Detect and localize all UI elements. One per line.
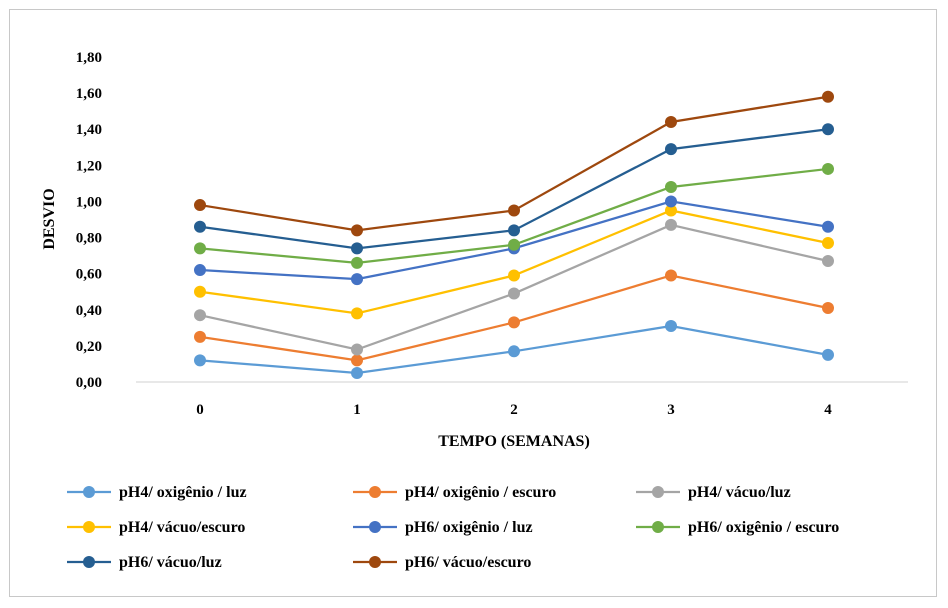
data-point xyxy=(822,236,834,249)
legend-dot-marker xyxy=(369,486,381,498)
data-point xyxy=(665,218,677,231)
legend: pH4/ oxigênio / luz pH4/ oxigênio / escur… xyxy=(67,484,839,571)
data-point xyxy=(351,354,363,367)
data-point xyxy=(665,269,677,282)
legend-item: pH4/ oxigênio / luz xyxy=(67,484,247,501)
legend-label: pH6/ oxigênio / luz xyxy=(405,519,533,536)
y-tick-label: 1,40 xyxy=(76,122,102,138)
legend-item: pH6/ vácuo/escuro xyxy=(353,554,531,571)
legend-label: pH4/ vácuo/escuro xyxy=(119,519,245,536)
data-point xyxy=(508,316,520,329)
data-point xyxy=(194,220,206,233)
x-axis-ticks: 0 1 2 3 4 xyxy=(196,402,832,418)
legend-item: pH6/ oxigênio / luz xyxy=(353,519,533,536)
legend-label: pH4/ vácuo/luz xyxy=(688,484,791,501)
x-tick-label: 0 xyxy=(196,402,204,418)
legend-label: pH4/ oxigênio / escuro xyxy=(405,484,556,501)
data-point xyxy=(194,309,206,322)
data-point xyxy=(822,220,834,233)
legend-dot-marker xyxy=(652,486,664,498)
y-tick-label: 0,80 xyxy=(76,231,102,247)
data-point xyxy=(822,162,834,175)
data-point xyxy=(508,224,520,237)
data-point xyxy=(822,123,834,136)
data-point xyxy=(822,348,834,361)
data-point xyxy=(194,354,206,367)
x-tick-label: 2 xyxy=(510,402,518,418)
legend-item: pH4/ oxigênio / escuro xyxy=(353,484,556,501)
legend-label: pH4/ oxigênio / luz xyxy=(119,484,247,501)
y-axis-title: DESVIO xyxy=(41,188,58,249)
y-tick-label: 1,60 xyxy=(76,86,102,102)
data-point xyxy=(351,256,363,269)
data-point xyxy=(194,242,206,255)
y-tick-label: 1,00 xyxy=(76,194,102,210)
data-point xyxy=(665,143,677,156)
data-point xyxy=(351,343,363,356)
data-point xyxy=(351,242,363,255)
data-point xyxy=(194,285,206,298)
legend-dot-marker xyxy=(369,521,381,533)
legend-dot-marker xyxy=(369,556,381,568)
data-point xyxy=(194,330,206,343)
legend-label: pH6/ vácuo/escuro xyxy=(405,554,531,571)
data-point xyxy=(665,195,677,208)
data-point xyxy=(351,224,363,237)
y-tick-label: 1,80 xyxy=(76,50,102,66)
legend-dot-marker xyxy=(652,521,664,533)
y-tick-label: 0,00 xyxy=(76,375,102,391)
legend-dot-marker xyxy=(83,486,95,498)
legend-label: pH6/ oxigênio / escuro xyxy=(688,519,839,536)
data-point xyxy=(351,273,363,286)
data-point xyxy=(665,320,677,333)
legend-item: pH6/ vácuo/luz xyxy=(67,554,222,571)
data-point xyxy=(508,287,520,300)
legend-item: pH6/ oxigênio / escuro xyxy=(636,519,839,536)
legend-dot-marker xyxy=(83,556,95,568)
y-tick-label: 1,20 xyxy=(76,158,102,174)
data-point xyxy=(508,269,520,282)
y-tick-label: 0,40 xyxy=(76,303,102,319)
legend-dot-marker xyxy=(83,521,95,533)
data-point xyxy=(508,238,520,251)
x-axis-title: TEMPO (SEMANAS) xyxy=(438,433,590,450)
legend-item: pH4/ vácuo/escuro xyxy=(67,519,245,536)
y-axis-ticks: 0,00 0,20 0,40 0,60 0,80 1,00 1,20 1,40 1,60 1,80 xyxy=(76,50,102,391)
data-point xyxy=(351,366,363,379)
x-tick-label: 3 xyxy=(667,402,675,418)
data-point xyxy=(665,204,677,217)
data-point xyxy=(351,307,363,320)
x-tick-label: 4 xyxy=(824,402,832,418)
data-point xyxy=(665,116,677,128)
chart-frame xyxy=(9,9,937,597)
series-layer xyxy=(194,90,834,379)
data-point xyxy=(508,204,520,217)
y-tick-label: 0,60 xyxy=(76,267,102,283)
data-point xyxy=(822,255,834,268)
y-tick-label: 0,20 xyxy=(76,339,102,355)
legend-label: pH6/ vácuo/luz xyxy=(119,554,222,571)
data-point xyxy=(822,301,834,314)
x-tick-label: 1 xyxy=(353,402,361,418)
data-point xyxy=(194,199,206,212)
data-point xyxy=(822,90,834,103)
data-point xyxy=(194,264,206,277)
legend-item: pH4/ vácuo/luz xyxy=(636,484,791,501)
data-point xyxy=(508,345,520,358)
data-point xyxy=(665,181,677,193)
